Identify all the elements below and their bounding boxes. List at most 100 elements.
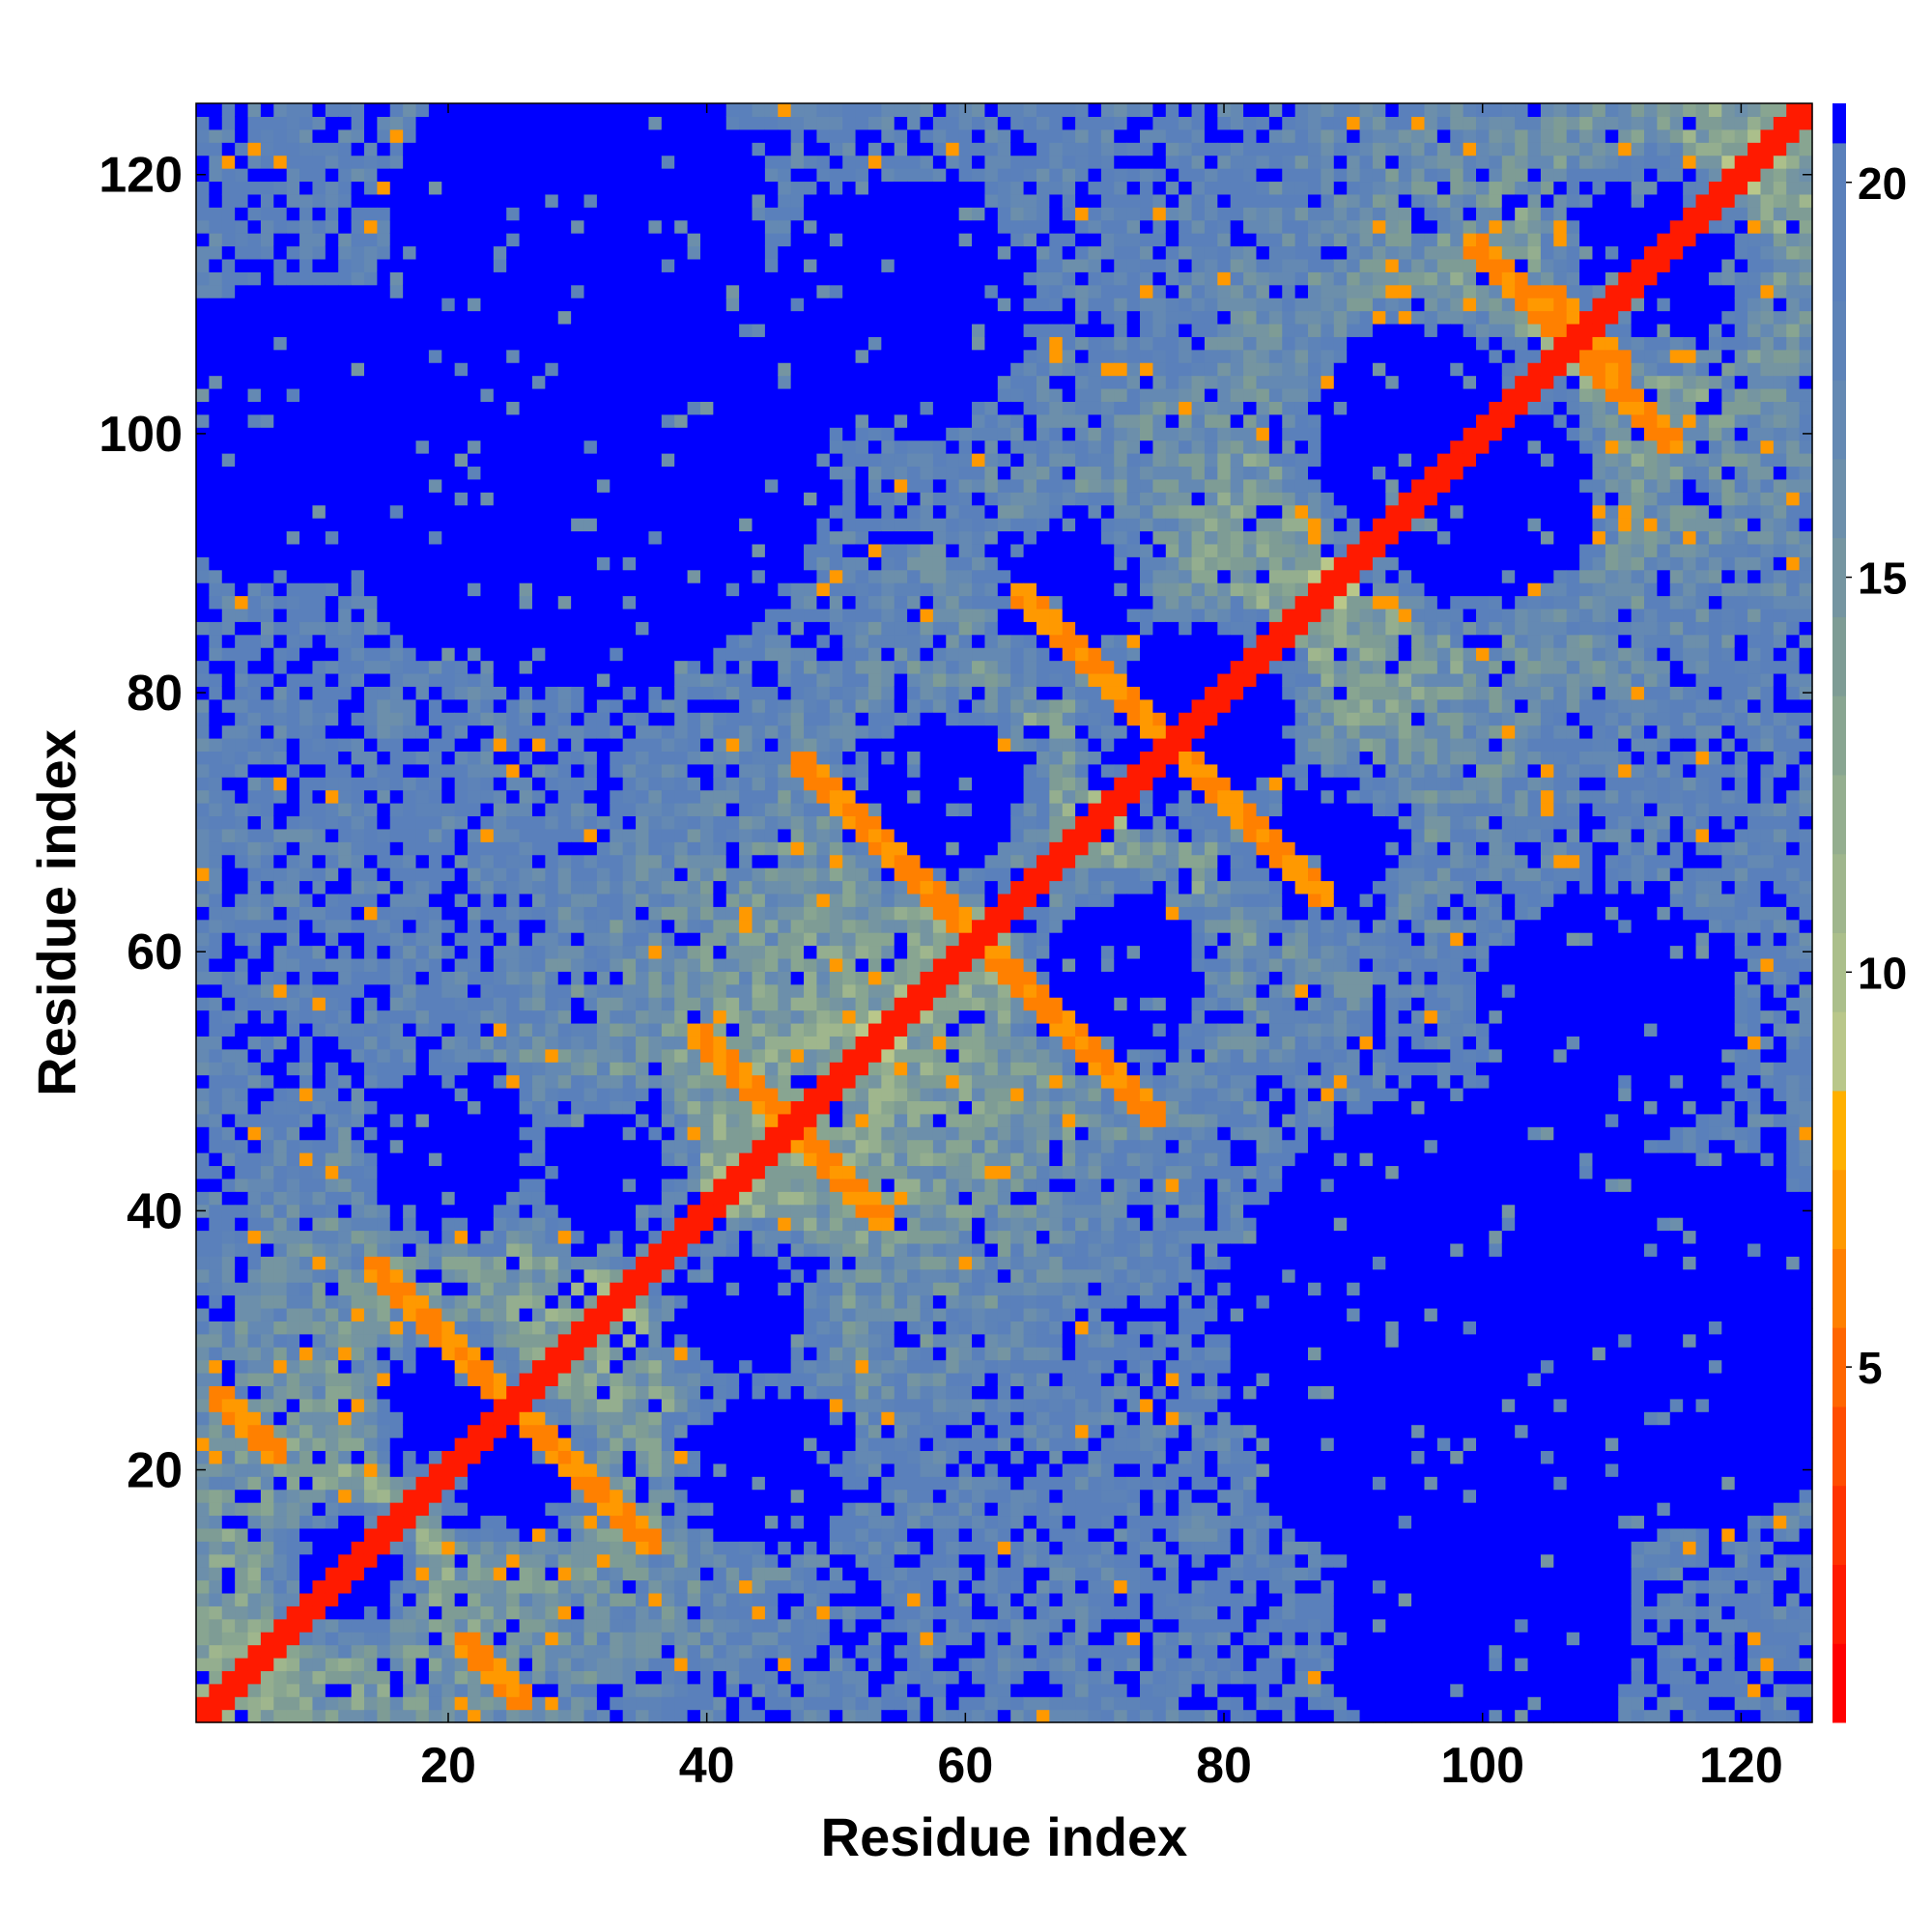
heatmap-cell (597, 1684, 611, 1697)
heatmap-cell (700, 790, 714, 804)
heatmap-cell (623, 829, 637, 842)
heatmap-cell (648, 997, 662, 1010)
heatmap-cell (662, 1049, 675, 1063)
heatmap-cell (209, 1295, 222, 1309)
heatmap-cell (416, 699, 430, 713)
heatmap-cell (261, 376, 274, 389)
heatmap-cell (235, 725, 248, 739)
heatmap-cell (636, 1373, 649, 1386)
heatmap-cell (623, 168, 637, 182)
heatmap-cell (480, 777, 494, 790)
heatmap-cell (584, 1463, 598, 1477)
heatmap-cell (584, 453, 598, 467)
heatmap-cell (312, 906, 326, 920)
heatmap-cell (532, 1632, 546, 1645)
heatmap-cell (520, 1217, 533, 1231)
heatmap-cell (506, 958, 520, 972)
heatmap-cell (558, 440, 572, 454)
heatmap-cell (623, 1140, 637, 1153)
heatmap-cell (287, 259, 300, 272)
heatmap-cell (584, 479, 598, 493)
heatmap-cell (494, 582, 507, 596)
heatmap-cell (261, 207, 274, 220)
heatmap-cell (506, 479, 520, 493)
heatmap-cell (468, 1425, 481, 1438)
heatmap-cell (338, 946, 352, 959)
heatmap-cell (326, 207, 339, 220)
heatmap-cell (364, 1515, 378, 1528)
heatmap-cell (287, 1321, 300, 1334)
heatmap-cell (571, 867, 584, 881)
heatmap-cell (352, 609, 365, 622)
heatmap-cell (326, 505, 339, 519)
heatmap-cell (326, 1437, 339, 1451)
heatmap-cell (441, 1347, 455, 1360)
heatmap-cell (273, 894, 287, 907)
heatmap-cell (455, 350, 469, 363)
heatmap-cell (506, 1075, 520, 1089)
heatmap-cell (545, 556, 558, 570)
heatmap-cell (494, 427, 507, 440)
heatmap-cell (545, 414, 558, 428)
heatmap-cell (648, 414, 662, 428)
heatmap-cell (662, 1334, 675, 1348)
heatmap-cell (222, 168, 236, 182)
heatmap-cell (299, 1399, 313, 1412)
heatmap-cell (196, 932, 210, 946)
heatmap-cell (455, 1411, 469, 1425)
heatmap-cell (558, 1360, 572, 1374)
heatmap-cell (326, 1100, 339, 1114)
heatmap-cell (688, 751, 701, 764)
heatmap-cell (261, 1295, 274, 1309)
heatmap-cell (416, 1515, 430, 1528)
heatmap-cell (209, 518, 222, 531)
heatmap-cell (455, 1049, 469, 1063)
heatmap-cell (636, 609, 649, 622)
heatmap-cell (403, 556, 416, 570)
heatmap-cell (480, 621, 494, 635)
heatmap-cell (261, 220, 274, 234)
heatmap-cell (506, 829, 520, 842)
heatmap-cell (688, 1580, 701, 1594)
heatmap-cell (299, 894, 313, 907)
heatmap-cell (222, 245, 236, 259)
heatmap-cell (196, 1567, 210, 1580)
heatmap-cell (196, 1114, 210, 1127)
heatmap-cell (273, 997, 287, 1010)
heatmap-cell (441, 376, 455, 389)
heatmap-cell (326, 556, 339, 570)
heatmap-cell (429, 1217, 442, 1231)
heatmap-cell (299, 1554, 313, 1568)
heatmap-cell (700, 1515, 714, 1528)
heatmap-cell (662, 1710, 675, 1723)
heatmap-cell (273, 1541, 287, 1554)
heatmap-cell (584, 414, 598, 428)
heatmap-cell (352, 621, 365, 635)
heatmap-cell (520, 1554, 533, 1568)
heatmap-cell (326, 453, 339, 467)
heatmap-cell (480, 738, 494, 752)
heatmap-cell (196, 712, 210, 725)
heatmap-cell (455, 570, 469, 583)
heatmap-cell (584, 1140, 598, 1153)
heatmap-cell (532, 116, 546, 129)
heatmap-cell (390, 894, 404, 907)
heatmap-cell (209, 1205, 222, 1218)
heatmap-cell (688, 829, 701, 842)
heatmap-cell (584, 492, 598, 505)
heatmap-cell (377, 1437, 390, 1451)
heatmap-cell (287, 946, 300, 959)
heatmap-cell (455, 815, 469, 829)
heatmap-cell (326, 1282, 339, 1295)
heatmap-cell (441, 1632, 455, 1645)
heatmap-cell (235, 1373, 248, 1386)
heatmap-cell (597, 894, 611, 907)
heatmap-cell (377, 1036, 390, 1049)
heatmap-cell (235, 1295, 248, 1309)
heatmap-cell (312, 971, 326, 984)
heatmap-cell (662, 479, 675, 493)
heatmap-cell (700, 1463, 714, 1477)
heatmap-cell (610, 492, 623, 505)
heatmap-cell (494, 1217, 507, 1231)
heatmap-cell (700, 245, 714, 259)
